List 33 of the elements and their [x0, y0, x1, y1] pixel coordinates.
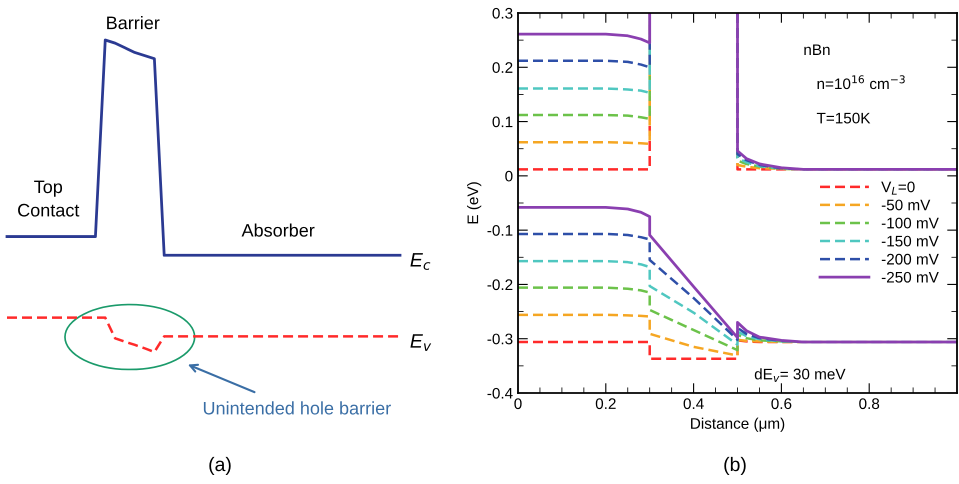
y-axis-title: E (eV): [467, 182, 482, 224]
series-label: E$_{v}$: [410, 334, 432, 351]
legend-label: -250 mV: [882, 272, 939, 283]
x-tick-label: 0: [514, 398, 522, 410]
y-tick-label: 0: [505, 170, 513, 182]
annotation: n=10$^{16}$ cm$^{−3}$: [818, 75, 905, 90]
annotation: Top Contact: [18, 180, 80, 217]
legend-label: -100 mV: [882, 218, 939, 228]
y-tick-label: 0.3: [492, 8, 512, 19]
y-tick-label: -0.3: [487, 334, 512, 344]
annotation: dE$_{v}$= 30 meV: [754, 368, 846, 382]
x-tick-label: 0.4: [684, 398, 704, 410]
series-label: E$_{c}$: [410, 253, 430, 270]
text: Unintended hole barrier: [204, 401, 391, 415]
y-tick-label: -0.4: [487, 388, 513, 399]
x-tick-label: 0.2: [596, 398, 616, 410]
legend-label: V$_{L}$=0: [881, 182, 915, 195]
annotation: T=150K: [816, 112, 870, 124]
legend-label: -200 mV: [882, 254, 939, 265]
text: (b): [724, 456, 746, 476]
legend-label: -150 mV: [882, 236, 939, 247]
x-tick-label: 0.8: [859, 398, 880, 410]
y-tick-label: -0.1: [487, 225, 512, 236]
annotation: Absorber: [242, 223, 315, 237]
x-tick-label: 0.6: [771, 398, 792, 410]
text: (a): [209, 456, 231, 476]
y-tick-label: -0.2: [487, 279, 512, 290]
legend-label: -50 mV: [882, 200, 930, 210]
y-tick-label: 0.1: [492, 116, 512, 128]
text: Barrier: [107, 16, 160, 30]
annotation: nBn: [804, 44, 830, 55]
y-tick-label: 0.2: [492, 62, 512, 73]
x-axis-title: Distance (μm): [691, 418, 784, 432]
